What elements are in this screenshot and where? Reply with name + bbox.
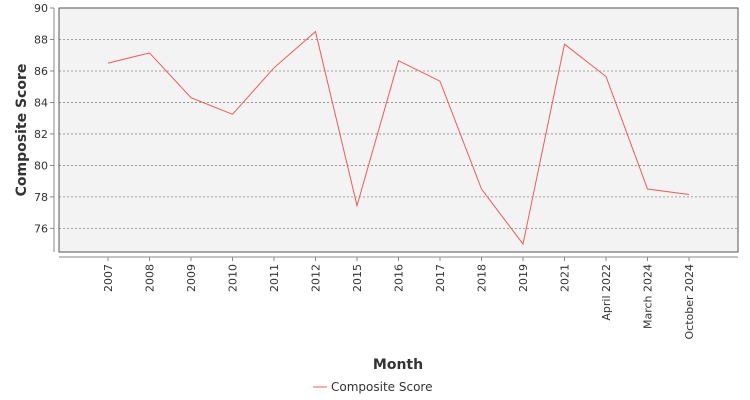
x-tick-label: 2012 bbox=[310, 264, 323, 292]
x-tick-label: 2008 bbox=[144, 264, 157, 292]
y-tick-label: 78 bbox=[34, 191, 48, 204]
x-tick-label: 2015 bbox=[351, 264, 364, 292]
y-tick-label: 76 bbox=[34, 222, 48, 235]
x-tick-label: October 2024 bbox=[683, 264, 696, 340]
x-axis-title: Month bbox=[373, 357, 423, 373]
series-line bbox=[107, 30, 690, 246]
y-tick-label: 84 bbox=[34, 96, 48, 109]
x-tick-label: 2009 bbox=[185, 264, 198, 292]
x-tick-label: April 2022 bbox=[600, 264, 613, 321]
plot-background bbox=[59, 8, 738, 252]
y-tick-label: 88 bbox=[34, 33, 48, 46]
plot-area bbox=[58, 7, 739, 253]
y-tick-label: 90 bbox=[34, 2, 48, 15]
plot-frame bbox=[58, 7, 739, 253]
x-tick-label: 2016 bbox=[393, 264, 406, 292]
series-layer bbox=[107, 30, 690, 246]
y-tick-label: 80 bbox=[34, 159, 48, 172]
x-tick-label: 2017 bbox=[434, 264, 447, 292]
x-tick-label: 2007 bbox=[102, 264, 115, 292]
x-tick-label: 2021 bbox=[559, 264, 572, 292]
legend: Composite Score bbox=[313, 380, 432, 394]
x-tick-label: 2019 bbox=[517, 264, 530, 292]
legend-label: Composite Score bbox=[331, 380, 432, 394]
y-axis-title: Composite Score bbox=[14, 64, 30, 197]
x-tick-label: 2011 bbox=[268, 264, 281, 292]
x-axis: 2007 2008 2009 2010 2011 2012 2015 2016 2017 2018… bbox=[59, 256, 738, 340]
y-tick-label: 82 bbox=[34, 128, 48, 141]
x-tick-label: 2010 bbox=[227, 264, 240, 292]
y-tick-label: 86 bbox=[34, 65, 48, 78]
x-tick-label: 2018 bbox=[476, 264, 489, 292]
x-tick-label: March 2024 bbox=[642, 264, 655, 329]
y-axis: 76 78 80 82 84 86 88 90 bbox=[34, 2, 55, 252]
